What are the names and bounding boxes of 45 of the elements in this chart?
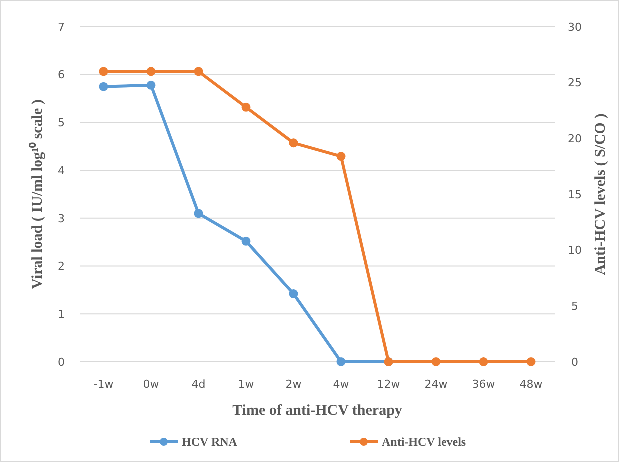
y-tick-label: 6	[58, 68, 65, 82]
x-tick-label: -1w	[94, 378, 114, 391]
point	[336, 358, 346, 366]
y-tick-label: 3	[58, 212, 65, 226]
x-axis-title: Time of anti-HCV therapy	[232, 403, 403, 419]
point	[194, 67, 204, 76]
point	[146, 80, 156, 90]
point	[289, 290, 298, 299]
y-tick-label: 4	[58, 164, 65, 178]
y-tick-label: 2	[58, 260, 65, 274]
y-tick-label: 5	[58, 116, 65, 130]
y-tick-label: 1	[58, 308, 65, 321]
x-tick-label: 12w	[377, 378, 400, 391]
x-tick-label: 4d	[192, 378, 206, 391]
y2-tick-label: 25	[568, 76, 582, 90]
x-tick-label: 1w	[238, 378, 254, 391]
x-tick-label: 2w	[286, 378, 302, 391]
point	[194, 209, 204, 218]
y2-tick-label: 0	[572, 356, 578, 369]
y-axis-title: Viral load ( IU/ml log¹⁰ scale )	[28, 100, 46, 290]
y-tick-label: 7	[58, 20, 65, 34]
point	[242, 102, 251, 112]
y2-tick-label: 5	[572, 300, 578, 314]
point	[99, 67, 108, 76]
y2-tick-label: 10	[568, 244, 582, 258]
x-tick-label: 36w	[472, 378, 496, 391]
legend-label: HCV RNA	[182, 435, 238, 450]
y2-tick-label: 20	[568, 132, 582, 146]
x-tick-label: 4w	[333, 378, 350, 391]
y-tick-label: 0	[58, 356, 65, 369]
point	[479, 358, 488, 366]
legend-label: Anti-HCV levels	[382, 435, 466, 450]
y2-tick-label: 30	[568, 20, 582, 34]
point	[99, 82, 108, 92]
x-tick-label: 48w	[520, 378, 543, 391]
x-tick-label: 24w	[424, 378, 448, 391]
point	[526, 358, 536, 366]
point	[242, 236, 251, 246]
point	[336, 152, 346, 162]
point	[289, 138, 298, 148]
y2-tick-label: 15	[568, 188, 582, 202]
x-tick-label: 0w	[143, 378, 160, 391]
y2-axis-title: Anti-HCV levels ( S/CO )	[593, 114, 609, 276]
point	[146, 67, 156, 76]
point	[432, 358, 441, 366]
